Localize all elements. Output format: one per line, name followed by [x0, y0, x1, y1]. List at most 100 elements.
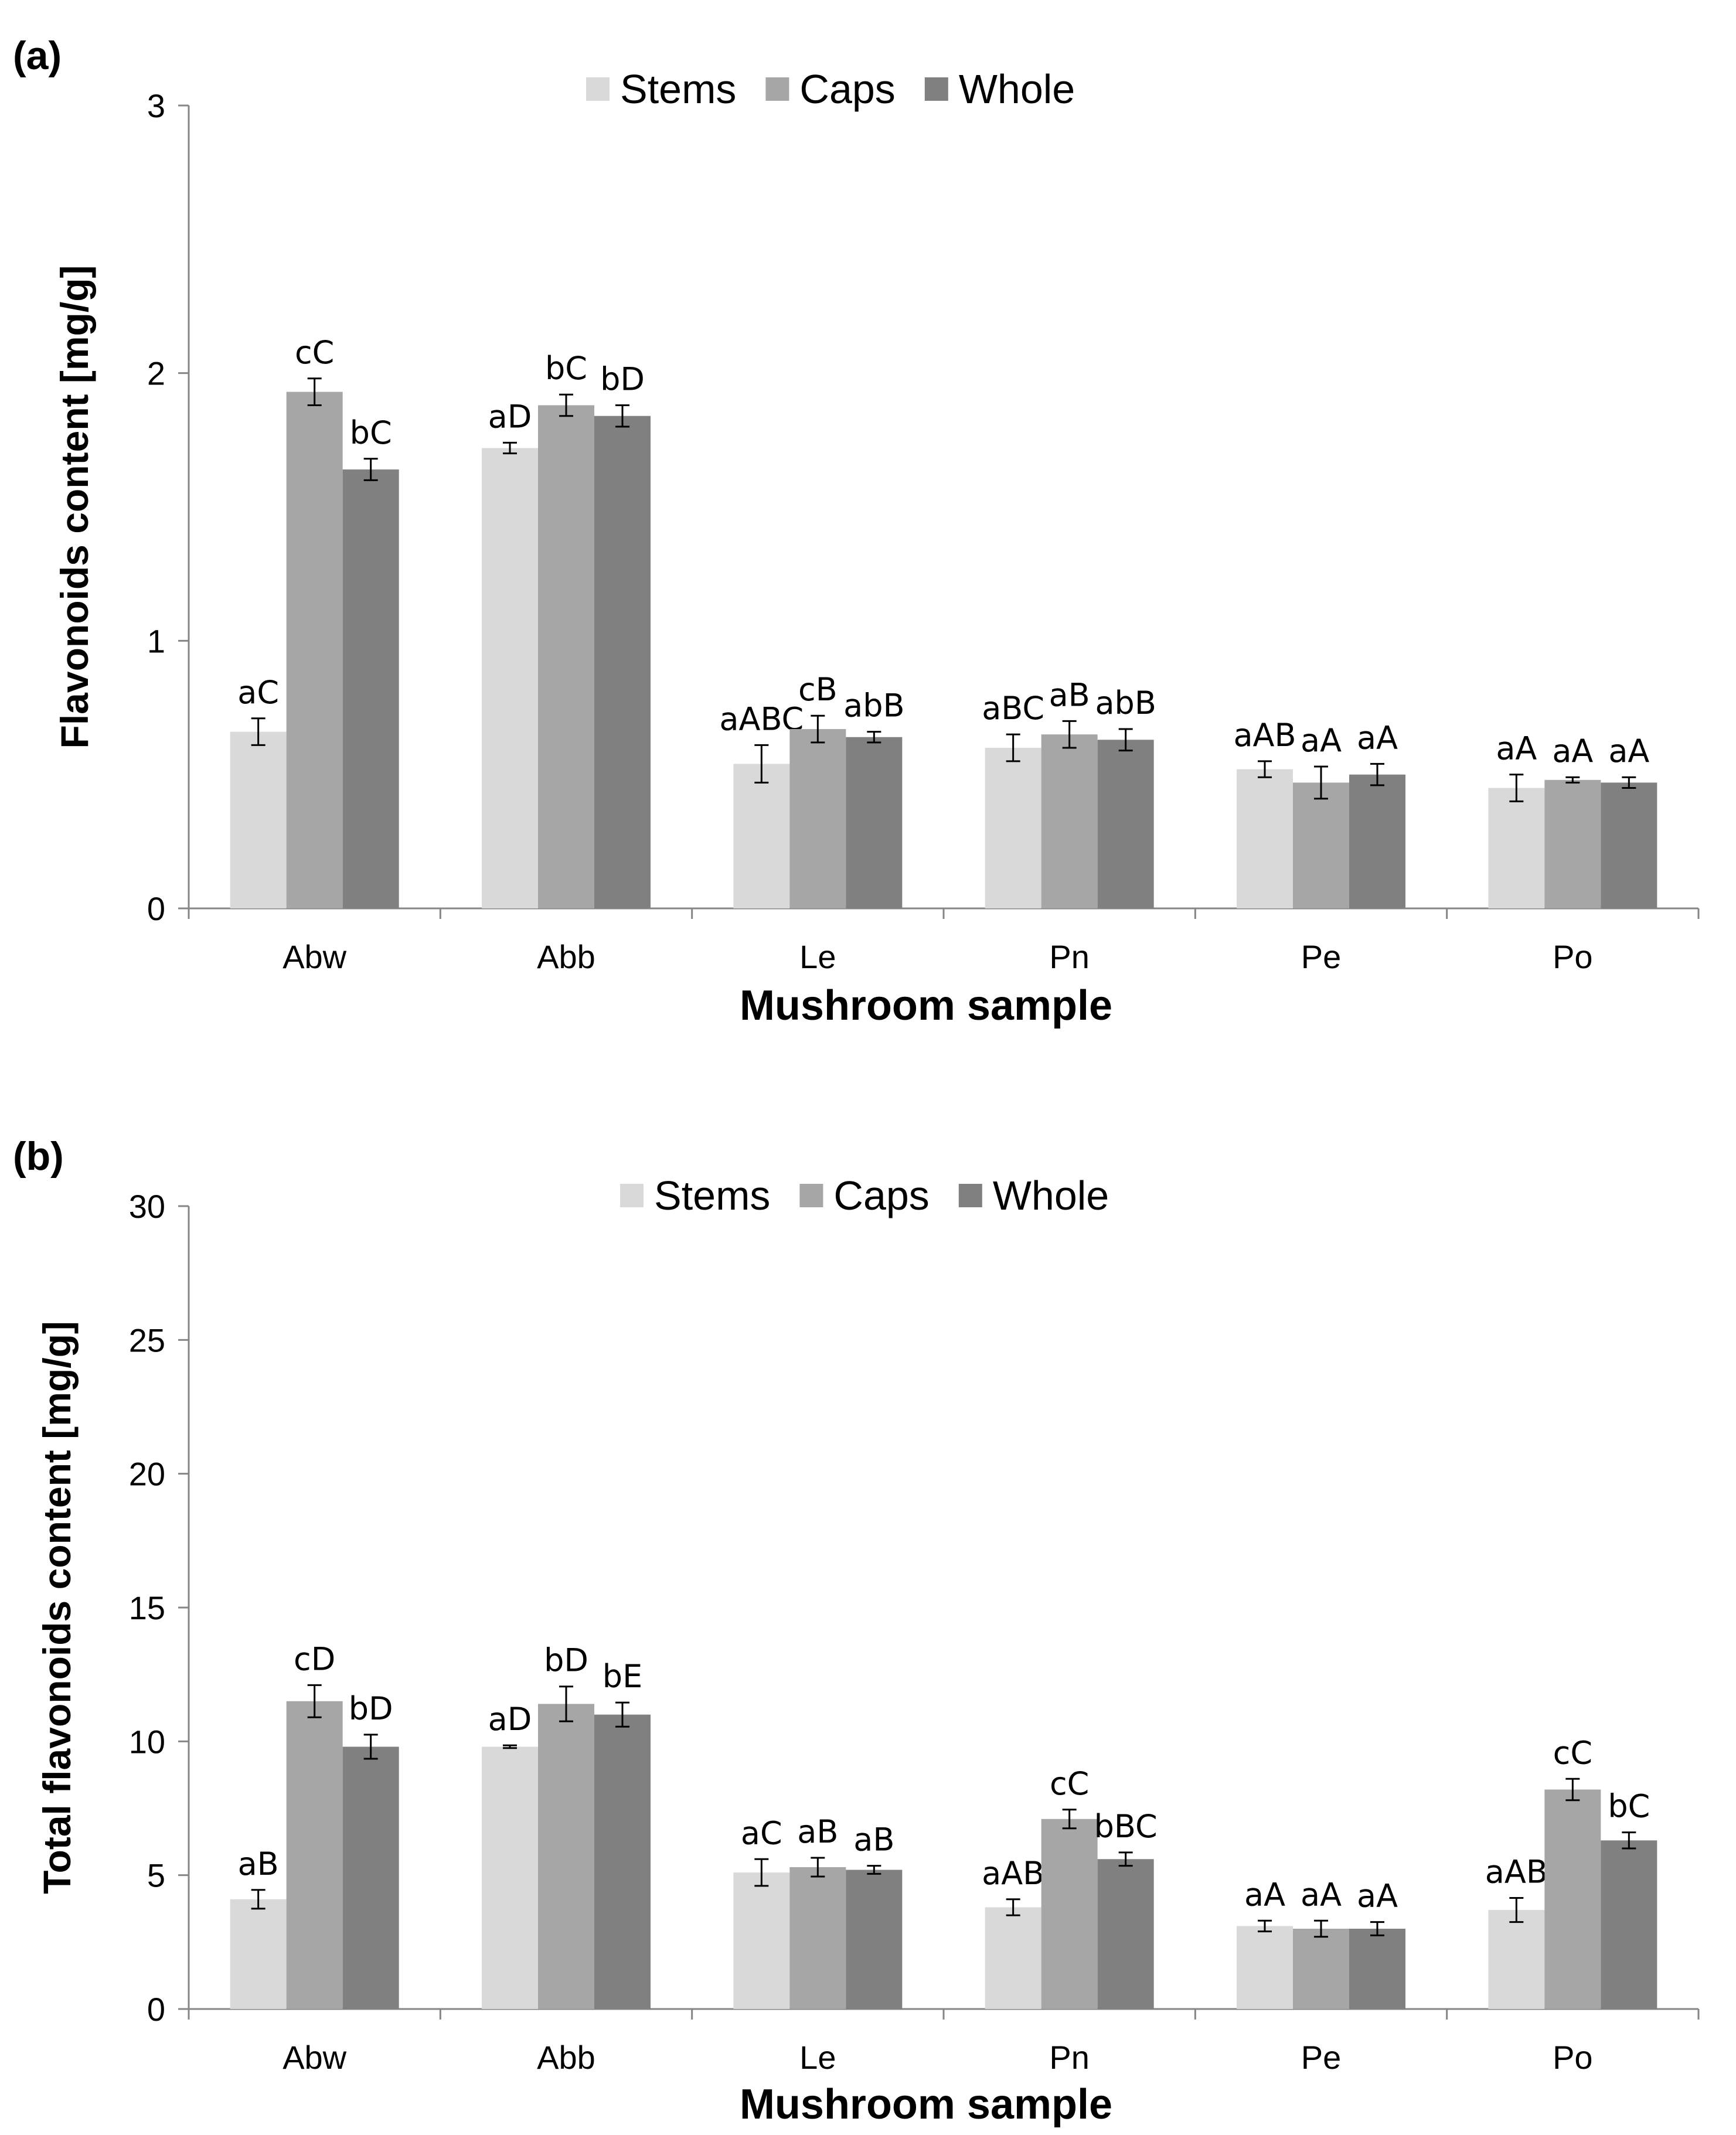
- bar-caps: [538, 405, 594, 908]
- y-tick-label: 10: [129, 1723, 165, 1760]
- data-label: bBC: [1094, 1808, 1158, 1845]
- bar-stems: [1488, 1910, 1545, 2009]
- bar-whole: [1349, 774, 1405, 908]
- legend: Stems Caps Whole: [620, 1173, 1109, 1218]
- data-label: bD: [544, 1642, 588, 1679]
- y-tick-label: 1: [147, 622, 165, 659]
- x-tick-label: Pn: [1049, 938, 1090, 975]
- bar-caps: [1544, 779, 1601, 908]
- data-label: aC: [741, 1814, 782, 1851]
- bar-whole: [1097, 1859, 1154, 2009]
- bar-stems: [482, 448, 538, 908]
- x-tick-label: Abb: [537, 938, 595, 975]
- x-tick-label: Le: [799, 2039, 836, 2076]
- bar-caps: [1041, 734, 1098, 908]
- data-label: aAB: [1233, 717, 1296, 754]
- data-label: bC: [350, 414, 392, 451]
- bar-stems: [733, 1872, 790, 2009]
- bar-stems: [1488, 788, 1545, 908]
- y-tick-label: 25: [129, 1322, 165, 1358]
- legend-label: Whole: [959, 66, 1075, 112]
- data-label: aA: [1496, 730, 1537, 767]
- x-axis-title: Mushroom sample: [740, 982, 1112, 1029]
- bar-whole: [1097, 740, 1154, 908]
- bar-whole: [1601, 1840, 1657, 2009]
- bar-caps: [286, 391, 343, 908]
- legend-swatch: [586, 77, 610, 101]
- x-axis-title: Mushroom sample: [740, 2081, 1112, 2128]
- legend-swatch: [924, 77, 948, 101]
- bar-stems: [1237, 769, 1293, 908]
- data-label: bE: [603, 1658, 642, 1695]
- legend-label: Caps: [833, 1173, 929, 1218]
- bar-whole: [342, 469, 399, 908]
- data-label: aD: [488, 398, 532, 435]
- data-label: cD: [294, 1640, 335, 1677]
- legend-swatch: [765, 77, 789, 101]
- bar-caps: [538, 1704, 594, 2009]
- x-tick-label: Pe: [1301, 2039, 1342, 2076]
- bar-caps: [1041, 1819, 1098, 2009]
- panel-label: (b): [13, 1134, 64, 1179]
- bar-stems: [985, 1907, 1041, 2009]
- chart-panel-b: (b) 0 5 10 15 20 25 30 Total flavonoids content …: [13, 1134, 1700, 2128]
- y-tick-label: 0: [147, 1991, 165, 2028]
- legend-swatch: [799, 1184, 823, 1207]
- data-label: aB: [238, 1845, 279, 1882]
- legend-label: Whole: [993, 1173, 1109, 1218]
- bar-whole: [1349, 1929, 1405, 2009]
- bar-caps: [1293, 1929, 1349, 2009]
- bar-whole: [594, 416, 651, 908]
- data-label: aA: [1357, 719, 1398, 756]
- y-axis-title: Total flavonoids content [mg/g]: [35, 1321, 79, 1894]
- legend: Stems Caps Whole: [586, 66, 1075, 112]
- bar-stems: [482, 1746, 538, 2009]
- data-label: aA: [1244, 1876, 1285, 1913]
- bar-whole: [342, 1746, 399, 2009]
- data-label: aA: [1301, 1876, 1342, 1913]
- bar-stems: [230, 731, 287, 908]
- x-tick-label: Abw: [282, 938, 346, 975]
- data-label: aD: [488, 1701, 532, 1738]
- bar-stems: [230, 1899, 287, 2009]
- y-tick-label: 2: [147, 355, 165, 392]
- y-axis-title: Flavonoids content [mg/g]: [53, 265, 96, 749]
- data-label: aA: [1608, 733, 1649, 769]
- y-tick-label: 15: [129, 1589, 165, 1626]
- data-label: aA: [1552, 733, 1593, 769]
- bar-whole: [1601, 782, 1657, 908]
- data-label: aB: [853, 1821, 894, 1858]
- bar-stems: [985, 748, 1041, 908]
- y-tick-label: 3: [147, 87, 165, 124]
- data-label: cC: [1050, 1765, 1089, 1802]
- bar-whole: [594, 1714, 651, 2009]
- data-label: bD: [349, 1690, 393, 1727]
- legend-swatch: [958, 1184, 982, 1207]
- data-label: aA: [1301, 722, 1342, 759]
- x-tick-label: Pe: [1301, 938, 1342, 975]
- bar-caps: [1544, 1789, 1601, 2009]
- data-label: aA: [1357, 1878, 1398, 1915]
- x-tick-label: Abb: [537, 2039, 595, 2076]
- y-tick-label: 0: [147, 890, 165, 927]
- data-label: aABC: [719, 700, 804, 737]
- y-tick-label: 5: [147, 1857, 165, 1894]
- bar-caps: [789, 729, 846, 908]
- y-tick-label: 20: [129, 1456, 165, 1493]
- bar-stems: [1237, 1926, 1293, 2009]
- data-label: abB: [1095, 685, 1156, 721]
- bar-caps: [1293, 782, 1349, 908]
- x-tick-label: Le: [799, 938, 836, 975]
- legend-label: Stems: [620, 66, 736, 112]
- legend-swatch: [620, 1184, 644, 1207]
- chart-panel-a: (a) 0 1 2 3 Flavonoids content [mg/g] Abw aC cC b…: [13, 33, 1700, 1029]
- bar-whole: [846, 1870, 903, 2009]
- panel-label: (a): [13, 33, 62, 78]
- x-tick-label: Po: [1553, 938, 1593, 975]
- data-label: cB: [798, 671, 838, 708]
- x-tick-label: Pn: [1049, 2039, 1090, 2076]
- data-label: cC: [1553, 1734, 1592, 1771]
- data-label: bC: [545, 350, 587, 387]
- bar-caps: [789, 1867, 846, 2009]
